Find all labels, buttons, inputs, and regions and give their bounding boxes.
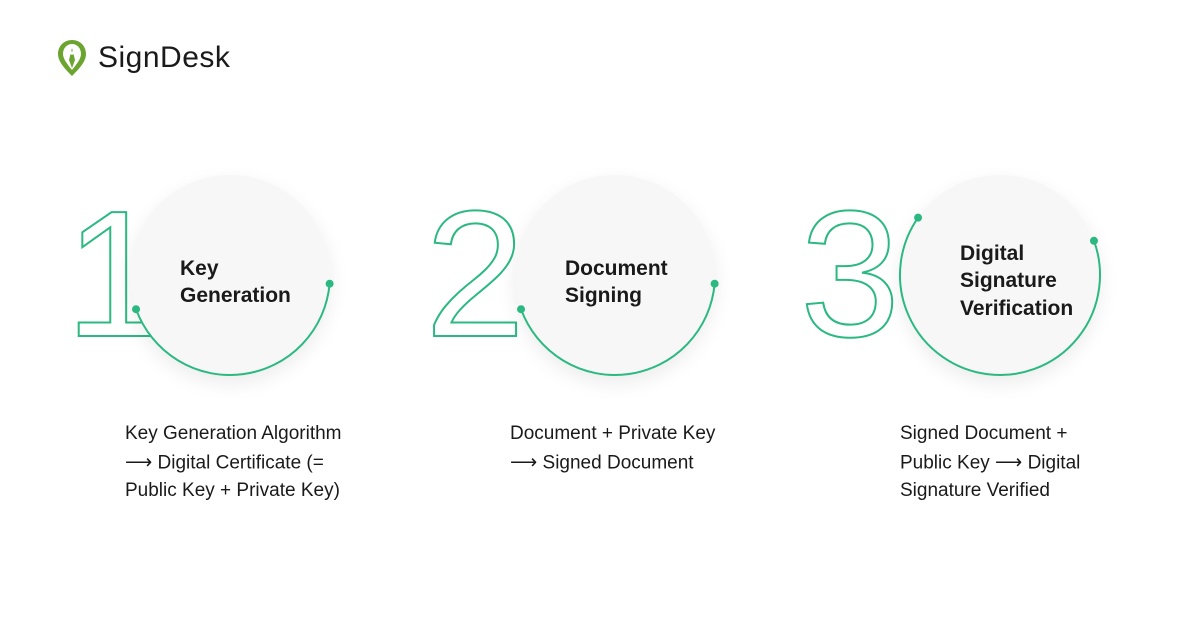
step-description: Signed Document + Public Key ⟶ Digital S… xyxy=(900,420,1120,506)
step-1: 1KeyGeneration Key Generation Algorithm ⟶… xyxy=(80,160,370,506)
step-number: 3 xyxy=(800,185,900,365)
arrow-icon: ⟶ xyxy=(510,449,537,478)
pen-nib-icon xyxy=(52,38,92,78)
step-2: 2DocumentSigning Document + Private Key ⟶… xyxy=(455,160,745,506)
step-description: Key Generation Algorithm ⟶ Digital Certi… xyxy=(125,420,365,506)
step-title: KeyGeneration xyxy=(180,255,291,310)
brand-logo: SignDesk xyxy=(52,38,230,78)
arrow-icon: ⟶ xyxy=(995,449,1022,478)
step-title: DigitalSignatureVerification xyxy=(960,240,1073,322)
arrow-icon: ⟶ xyxy=(125,449,152,478)
step-graphic: 2DocumentSigning xyxy=(455,160,745,390)
brand-name: SignDesk xyxy=(98,41,230,75)
step-title: DocumentSigning xyxy=(565,255,668,310)
steps-row: 1KeyGeneration Key Generation Algorithm ⟶… xyxy=(0,160,1200,506)
step-description: Document + Private Key ⟶ Signed Document xyxy=(510,420,745,477)
step-3: 3DigitalSignatureVerification Signed Docu… xyxy=(830,160,1120,506)
step-graphic: 3DigitalSignatureVerification xyxy=(830,160,1120,390)
step-graphic: 1KeyGeneration xyxy=(80,160,370,390)
